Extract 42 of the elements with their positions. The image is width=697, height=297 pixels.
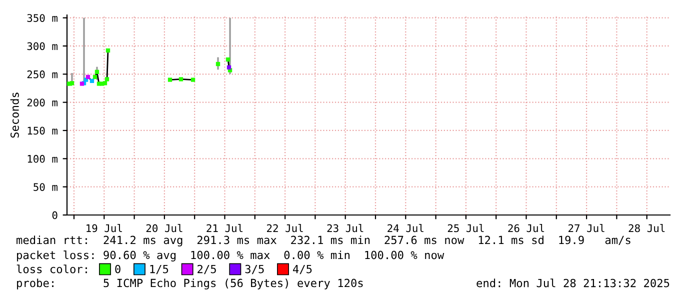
point [106,48,110,53]
y-axis-title: Seconds [10,92,19,138]
x-tick-label: 20 Jul [146,224,182,232]
x-tick-label: 26 Jul [508,224,544,232]
y-tick-label: 0 [52,211,58,220]
x-tick-label: 19 Jul [86,224,122,232]
y-tick-label: 100 m [28,154,58,163]
x-tick-label: 23 Jul [327,224,364,232]
point [178,77,184,82]
x-tick-label: 25 Jul [448,224,484,232]
point [90,78,94,83]
x-tick-label: 27 Jul [568,224,604,232]
point [104,77,110,82]
point [86,74,90,80]
y-tick-label: 300 m [27,42,58,50]
legend-label: 2/5 [198,264,216,274]
y-tick-label: 150 m [28,126,58,135]
legend-title: loss color: [16,264,87,274]
point [102,81,108,86]
y-tick-label: 200 m [27,98,58,106]
x-tick-label: 21 Jul [206,224,243,232]
text: median rtt: 241.2 ms avg 291.3 ms max 232.1 ms min 257.6 ms now 12.1 ms sd 19.9 am/s [16,236,630,246]
x-tick-label: 24 Jul [388,224,424,232]
point [168,78,172,82]
text: end: Mon Jul 28 21:13:32 2025 [476,278,670,288]
y-tick-label: 250 m [27,70,58,78]
legend-label: 1/5 [150,264,168,274]
text: probe: 5 ICMP Echo Pings (56 Bytes) every 120s [17,278,363,290]
legend-label: 0 [115,264,120,274]
point [216,62,220,66]
legend-label: 3/5 [245,264,264,274]
y-tick-label: 50 m [34,183,58,191]
x-tick-label: 22 Jul [267,224,303,232]
point [92,74,98,80]
text: packet loss: 90.60 % avg 100.00 % max 0.00 % min 100.00 % now [17,250,444,262]
legend-label: 4/5 [293,264,312,274]
y-tick-label: 350 m [27,14,58,22]
x-tick-label: 28 Jul [628,224,665,232]
point [190,78,196,82]
point [94,70,100,74]
point [226,65,232,70]
point [226,57,230,62]
